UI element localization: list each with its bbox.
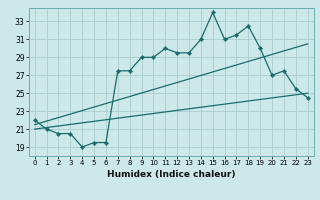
X-axis label: Humidex (Indice chaleur): Humidex (Indice chaleur): [107, 170, 236, 179]
